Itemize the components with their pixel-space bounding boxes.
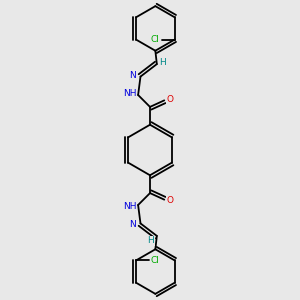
Text: H: H bbox=[159, 58, 166, 68]
Text: N: N bbox=[129, 71, 136, 80]
Text: Cl: Cl bbox=[151, 35, 160, 44]
Text: NH: NH bbox=[123, 89, 136, 98]
Text: Cl: Cl bbox=[151, 256, 160, 265]
Text: NH: NH bbox=[123, 202, 136, 211]
Text: O: O bbox=[166, 196, 173, 205]
Text: H: H bbox=[148, 236, 154, 245]
Text: O: O bbox=[166, 95, 173, 104]
Text: N: N bbox=[129, 220, 136, 229]
